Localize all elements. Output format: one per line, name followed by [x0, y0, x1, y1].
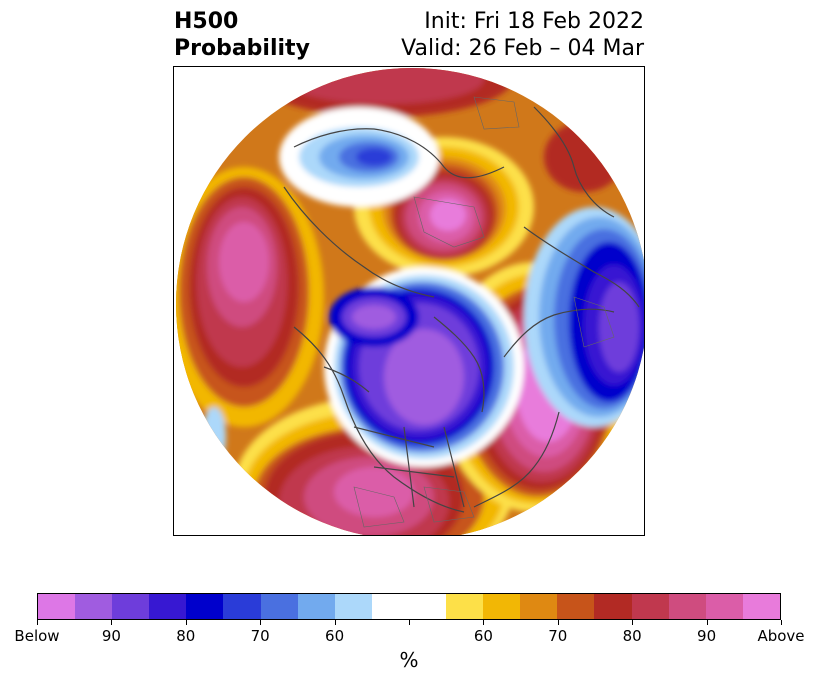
- colorbar-tick: [409, 620, 410, 625]
- colorbar-cell: [631, 594, 669, 619]
- colorbar-cell: [112, 594, 150, 619]
- colorbar-label: 80: [622, 627, 642, 645]
- colorbar-cell: [557, 594, 595, 619]
- colorbar-label: 90: [697, 627, 717, 645]
- colorbar-cell: [483, 594, 521, 619]
- colorbar-cell: [149, 594, 187, 619]
- colorbar-cell: [594, 594, 632, 619]
- map-panel: [173, 66, 645, 536]
- colorbar-cell: [705, 594, 743, 619]
- colorbar-label: Below: [14, 627, 60, 645]
- valid-range: Valid: 26 Feb – 04 Mar: [401, 36, 644, 61]
- colorbar-label: 60: [325, 627, 345, 645]
- colorbar-tick: [260, 620, 262, 625]
- colorbar-cell: [520, 594, 558, 619]
- colorbar-tick: [334, 620, 336, 625]
- colorbar-cell: [742, 594, 780, 619]
- colorbar-cell: [334, 594, 372, 619]
- colorbar: [37, 593, 781, 620]
- map-dates: Init: Fri 18 Feb 2022 Valid: 26 Feb – 04…: [401, 8, 644, 62]
- colorbar-cell: [408, 594, 447, 619]
- colorbar-cell: [186, 594, 224, 619]
- political-borders: [353, 96, 615, 528]
- colorbar-tick: [37, 620, 38, 625]
- colorbar-label: 90: [101, 627, 121, 645]
- colorbar-cell: [75, 594, 113, 619]
- probability-map: [176, 68, 644, 535]
- colorbar-tick: [632, 620, 634, 625]
- colorbar-label: 70: [548, 627, 568, 645]
- colorbar-tick: [706, 620, 708, 625]
- coastlines: [283, 106, 640, 513]
- title-variable: H500: [174, 9, 239, 34]
- colorbar-label: 80: [176, 627, 196, 645]
- colorbar-cell: [371, 594, 409, 619]
- colorbar-tick: [111, 620, 113, 625]
- map-title: H500 Probability: [174, 8, 310, 62]
- colorbar-unit: %: [399, 648, 419, 672]
- colorbar-label: 70: [250, 627, 270, 645]
- colorbar-tick: [185, 620, 187, 625]
- colorbar-label: Above: [757, 627, 805, 645]
- init-date: Init: Fri 18 Feb 2022: [424, 9, 644, 34]
- colorbar-cell: [38, 594, 76, 619]
- colorbar-tick: [557, 620, 559, 625]
- title-product: Probability: [174, 36, 310, 61]
- colorbar-tick: [483, 620, 485, 625]
- colorbar-label: 60: [473, 627, 493, 645]
- colorbar-cell: [297, 594, 335, 619]
- colorbar-cell: [446, 594, 484, 619]
- colorbar-cell: [668, 594, 706, 619]
- colorbar-cell: [223, 594, 261, 619]
- colorbar-tick: [781, 620, 782, 625]
- colorbar-cell: [260, 594, 298, 619]
